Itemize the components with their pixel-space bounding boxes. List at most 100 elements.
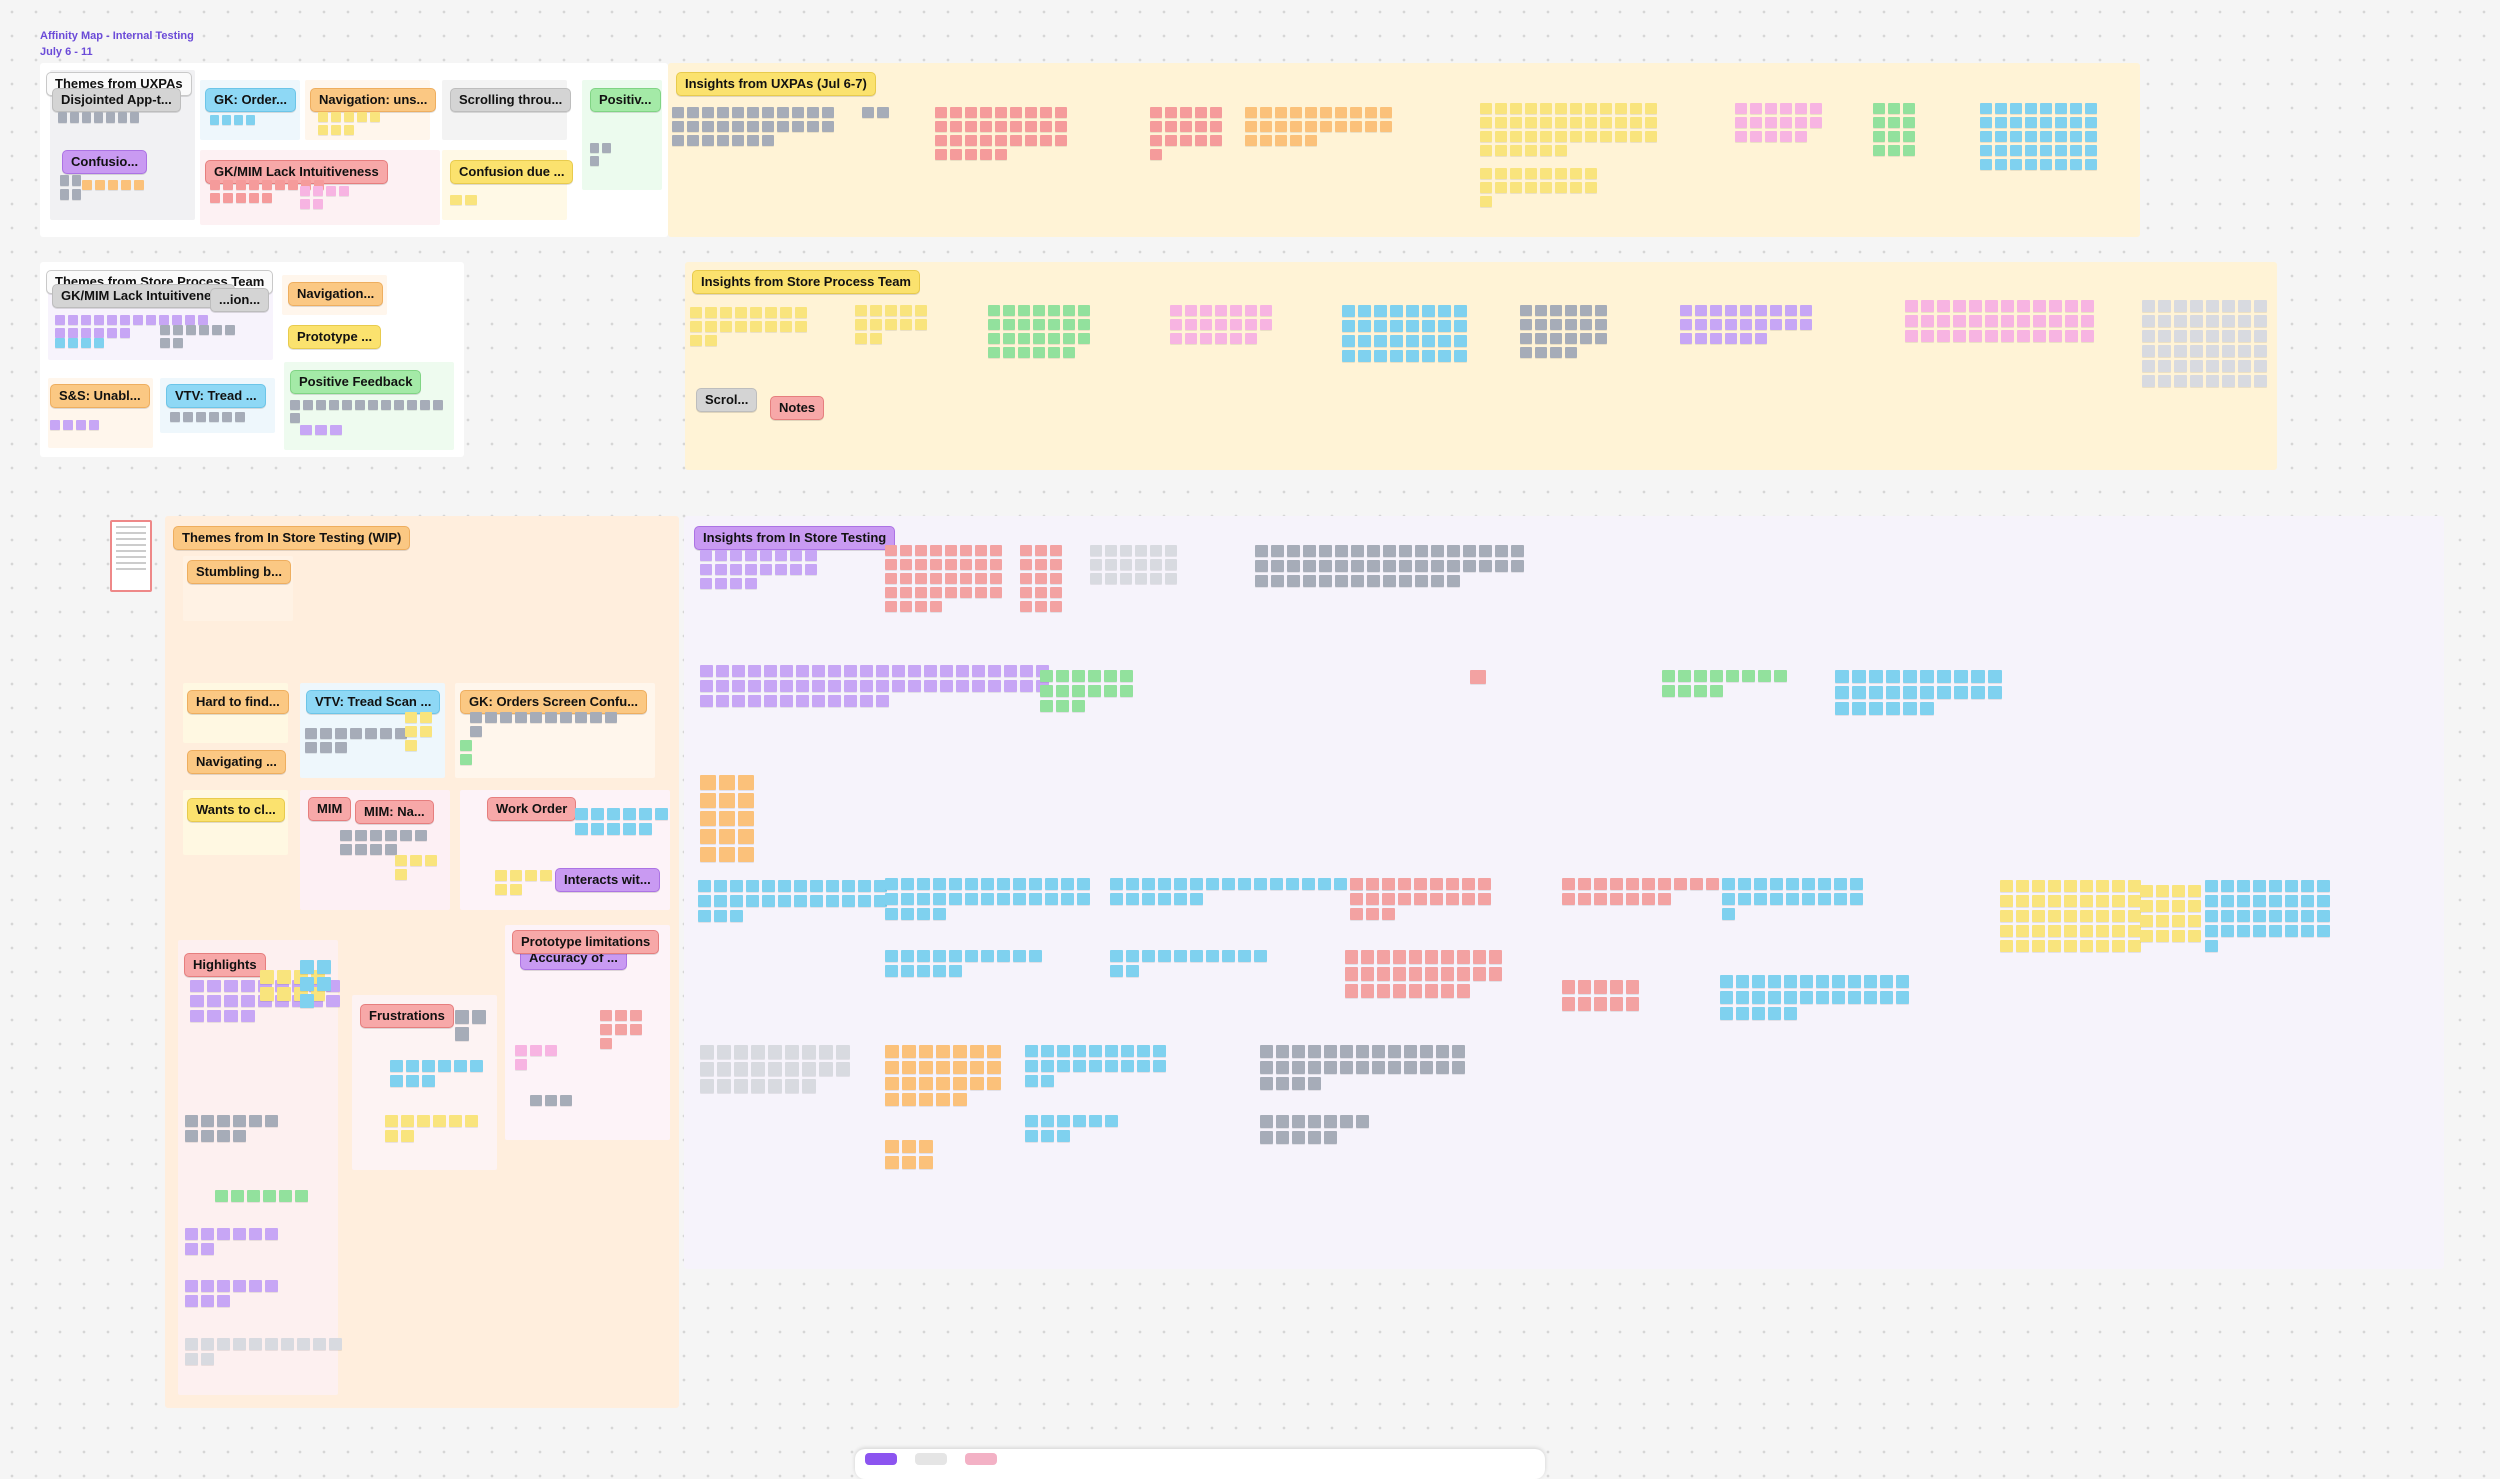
sticky-group[interactable] bbox=[470, 712, 617, 737]
sticky-group[interactable] bbox=[1905, 300, 2094, 342]
sticky-group[interactable] bbox=[700, 550, 817, 589]
sticky-group[interactable] bbox=[390, 1060, 483, 1087]
sticky-group[interactable] bbox=[1110, 950, 1267, 977]
sticky-group[interactable] bbox=[1980, 103, 2097, 170]
instore-theme-label-gk-orders[interactable]: GK: Orders Screen Confu... bbox=[460, 690, 648, 714]
sticky-group[interactable] bbox=[60, 175, 81, 200]
store-insights-title[interactable]: Insights from Store Process Team bbox=[692, 270, 920, 294]
sticky-group[interactable] bbox=[885, 1045, 1001, 1106]
sticky-group[interactable] bbox=[2205, 880, 2330, 952]
uxpa-theme-label-scrolling[interactable]: Scrolling throu... bbox=[450, 88, 572, 112]
bottom-toolbar[interactable] bbox=[855, 1449, 1545, 1479]
sticky-group[interactable] bbox=[290, 400, 443, 423]
instore-themes-title[interactable]: Themes from In Store Testing (WIP) bbox=[173, 526, 411, 550]
uxpa-theme-label-disjointed[interactable]: Disjointed App-t... bbox=[52, 88, 181, 112]
uxpa-theme-label-confusion[interactable]: Confusio... bbox=[62, 150, 148, 174]
instore-theme-label-vtv-tread-scan[interactable]: VTV: Tread Scan ... bbox=[306, 690, 441, 714]
sticky-group[interactable] bbox=[672, 107, 834, 146]
sticky-group[interactable] bbox=[210, 115, 255, 125]
store-theme-label-overlap[interactable]: ...ion... bbox=[210, 288, 270, 312]
instore-theme-label-navigating[interactable]: Navigating ... bbox=[187, 750, 286, 774]
sticky-group[interactable] bbox=[1722, 878, 1863, 920]
sticky-group[interactable] bbox=[460, 740, 472, 765]
sticky-group[interactable] bbox=[1520, 305, 1607, 358]
sticky-group[interactable] bbox=[1345, 950, 1502, 998]
sticky-group[interactable] bbox=[515, 1045, 557, 1070]
sticky-group[interactable] bbox=[1480, 168, 1597, 207]
sticky-group[interactable] bbox=[55, 338, 130, 348]
sticky-group[interactable] bbox=[1260, 1045, 1465, 1090]
sticky-group[interactable] bbox=[885, 878, 1090, 920]
uxpa-insights-title[interactable]: Insights from UXPAs (Jul 6-7) bbox=[676, 72, 876, 96]
sticky-group[interactable] bbox=[1020, 545, 1062, 612]
sticky-group[interactable] bbox=[1150, 107, 1222, 160]
sticky-group[interactable] bbox=[1260, 1115, 1369, 1144]
store-theme-label-prototype[interactable]: Prototype ... bbox=[288, 325, 382, 349]
sticky-group[interactable] bbox=[185, 1228, 278, 1255]
sticky-group[interactable] bbox=[55, 315, 208, 338]
sticky-group[interactable] bbox=[1735, 103, 1822, 142]
uxpa-theme-label-confusion-due[interactable]: Confusion due ... bbox=[450, 160, 574, 184]
sticky-group[interactable] bbox=[2140, 885, 2201, 942]
store-theme-label-positive-feedback[interactable]: Positive Feedback bbox=[290, 370, 422, 394]
sticky-group[interactable] bbox=[1245, 107, 1392, 146]
sticky-group[interactable] bbox=[885, 950, 1042, 977]
uxpa-theme-label-lack-intuitiveness[interactable]: GK/MIM Lack Intuitiveness bbox=[205, 160, 388, 184]
instore-theme-label-highlights[interactable]: Highlights bbox=[184, 953, 266, 977]
store-theme-label-vtv-tread[interactable]: VTV: Tread ... bbox=[166, 384, 266, 408]
sticky-group[interactable] bbox=[1873, 103, 1915, 156]
sticky-group[interactable] bbox=[862, 107, 889, 118]
sticky-group[interactable] bbox=[340, 830, 427, 855]
sticky-group[interactable] bbox=[185, 1338, 342, 1365]
sticky-group[interactable] bbox=[405, 712, 432, 751]
sticky-group[interactable] bbox=[318, 112, 380, 135]
instore-theme-label-frustrations[interactable]: Frustrations bbox=[360, 1004, 454, 1028]
sticky-group[interactable] bbox=[170, 412, 271, 422]
sticky-group[interactable] bbox=[935, 107, 1067, 160]
sticky-group[interactable] bbox=[698, 880, 887, 922]
sticky-group[interactable] bbox=[185, 1280, 278, 1307]
sticky-group[interactable] bbox=[885, 1140, 933, 1169]
sticky-group[interactable] bbox=[690, 307, 807, 346]
sticky-group[interactable] bbox=[1562, 980, 1639, 1011]
sticky-group[interactable] bbox=[885, 545, 1002, 612]
store-insights-label-scrolling[interactable]: Scrol... bbox=[696, 388, 758, 412]
sticky-group[interactable] bbox=[530, 1095, 572, 1106]
shape-tool-button[interactable] bbox=[965, 1453, 997, 1465]
sticky-group[interactable] bbox=[305, 728, 407, 753]
instore-theme-label-work-order[interactable]: Work Order bbox=[487, 797, 577, 821]
sticky-group[interactable] bbox=[1025, 1115, 1118, 1142]
sticky-group[interactable] bbox=[1110, 878, 1395, 905]
sticky-group[interactable] bbox=[1090, 545, 1177, 584]
sticky-group[interactable] bbox=[450, 195, 477, 205]
sticky-group[interactable] bbox=[600, 1010, 642, 1049]
sticky-group[interactable] bbox=[2000, 880, 2141, 952]
sticky-group[interactable] bbox=[58, 112, 139, 123]
store-theme-label-navigation[interactable]: Navigation... bbox=[288, 282, 384, 306]
sticky-group[interactable] bbox=[160, 325, 235, 348]
instore-theme-label-mim[interactable]: MIM bbox=[308, 797, 352, 821]
instore-theme-label-interacts[interactable]: Interacts wit... bbox=[555, 868, 660, 892]
sticky-group[interactable] bbox=[700, 665, 1049, 707]
sticky-group[interactable] bbox=[2142, 300, 2267, 387]
sticky-group[interactable] bbox=[1342, 305, 1467, 362]
instore-cluster-highlights[interactable] bbox=[178, 940, 338, 1395]
document-thumbnail[interactable] bbox=[110, 520, 152, 592]
sticky-group[interactable] bbox=[300, 186, 349, 209]
sticky-group[interactable] bbox=[855, 305, 927, 344]
instore-theme-label-stumbling[interactable]: Stumbling b... bbox=[187, 560, 291, 584]
sticky-group[interactable] bbox=[50, 420, 99, 430]
sticky-group[interactable] bbox=[300, 960, 331, 1008]
sticky-group[interactable] bbox=[1040, 670, 1133, 712]
sticky-group[interactable] bbox=[590, 143, 611, 166]
sticky-group[interactable] bbox=[495, 870, 552, 895]
sticky-note-tool-button[interactable] bbox=[915, 1453, 947, 1465]
select-tool-button[interactable] bbox=[865, 1453, 897, 1465]
sticky-group[interactable] bbox=[210, 180, 324, 203]
sticky-group[interactable] bbox=[215, 1190, 308, 1202]
instore-insights-title[interactable]: Insights from In Store Testing bbox=[694, 526, 896, 550]
sticky-group[interactable] bbox=[300, 425, 357, 435]
sticky-group[interactable] bbox=[1562, 878, 1719, 905]
sticky-group[interactable] bbox=[385, 1115, 478, 1142]
sticky-group[interactable] bbox=[1025, 1045, 1166, 1087]
